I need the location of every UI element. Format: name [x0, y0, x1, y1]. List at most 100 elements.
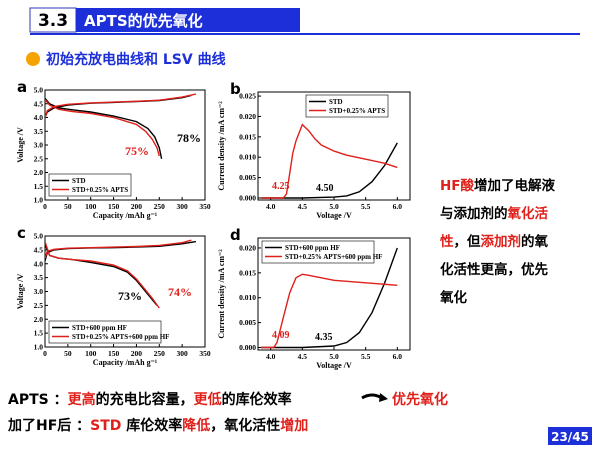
- text-segment: 添加剂: [480, 234, 522, 250]
- text-segment: 的氧: [521, 234, 548, 250]
- legend-label: STD: [329, 98, 343, 106]
- summary-line: 加了HF后 ：STD 库伦效率降低，氧化活性增加: [8, 415, 308, 435]
- text-segment: ，但: [453, 234, 481, 250]
- text-segment: APTS ：: [8, 392, 68, 408]
- panel-letter: c: [17, 224, 26, 242]
- text-segment: 的充电比容量，: [95, 392, 194, 408]
- y-tick-label: 0.005: [239, 318, 256, 327]
- y-tick-label: 0.020: [239, 112, 256, 121]
- y-tick-label: 3.5: [34, 273, 44, 282]
- y-tick-label: 3.0: [34, 141, 44, 150]
- x-tick-label: 350: [199, 202, 211, 211]
- series-line: [45, 239, 192, 309]
- x-tick-label: 0: [43, 202, 47, 211]
- y-axis-label: Voltage /V: [16, 127, 25, 163]
- annotation: 78%: [177, 131, 201, 145]
- y-tick-label: 0.015: [239, 132, 256, 141]
- y-tick-label: 4.0: [34, 113, 44, 122]
- x-axis-label: Voltage /V: [316, 361, 352, 370]
- x-tick-label: 350: [199, 349, 211, 358]
- x-tick-label: 4.0: [266, 352, 276, 361]
- legend-label: STD: [72, 177, 86, 185]
- x-tick-label: 100: [85, 349, 97, 358]
- text-segment: 增加: [280, 418, 309, 434]
- y-tick-label: 1.0: [34, 196, 44, 205]
- note-line: 氧化: [440, 286, 467, 306]
- note-line: 与添加剂的氧化活: [440, 202, 548, 222]
- text-segment: 增加了电解液: [474, 178, 556, 194]
- x-tick-label: 5.5: [361, 202, 371, 211]
- y-tick-label: 2.0: [34, 168, 44, 177]
- y-tick-label: 0.005: [239, 173, 256, 182]
- bullet: [26, 52, 40, 66]
- y-tick-label: 4.0: [34, 259, 44, 268]
- y-tick-label: 1.5: [34, 329, 44, 338]
- text-segment: STD: [90, 418, 122, 434]
- panel-letter: d: [230, 226, 241, 244]
- legend-label: STD+0.25% APTS+600 ppm HF: [72, 333, 169, 341]
- page-number: 23/45: [551, 430, 589, 444]
- x-tick-label: 4.5: [298, 352, 308, 361]
- text-segment: 加了HF后 ：: [8, 418, 91, 434]
- summary-line: APTS ：更高的充电比容量，更低的库伦效率: [8, 389, 292, 409]
- panel-letter: b: [230, 80, 241, 98]
- annotation: 4.35: [315, 332, 333, 343]
- x-tick-label: 50: [64, 202, 72, 211]
- annotation: 74%: [168, 285, 192, 299]
- x-tick-label: 0: [43, 349, 47, 358]
- subtitle: 初始充放电曲线和 LSV 曲线: [46, 51, 226, 68]
- x-tick-label: 50: [64, 349, 72, 358]
- slide-title: APTS的优先氧化: [84, 12, 203, 30]
- x-tick-label: 4.0: [266, 202, 276, 211]
- annotation: 73%: [118, 289, 142, 303]
- legend-box: [48, 173, 132, 197]
- annotation: 4.50: [316, 183, 334, 194]
- y-tick-label: 0.000: [239, 193, 256, 202]
- x-axis-label: Voltage /V: [316, 211, 352, 220]
- text-segment: 更低: [193, 392, 222, 408]
- y-tick-label: 1.5: [34, 182, 44, 191]
- y-tick-label: 5.0: [34, 86, 44, 95]
- x-tick-label: 150: [108, 349, 120, 358]
- y-tick-label: 0.015: [239, 268, 256, 277]
- x-axis-label: Capacity /mAh g⁻¹: [93, 358, 158, 367]
- y-tick-label: 0.010: [239, 153, 256, 162]
- text-segment: 氧化活: [507, 206, 549, 222]
- x-tick-label: 200: [131, 349, 143, 358]
- text-segment: 氧化: [440, 290, 467, 306]
- y-tick-label: 2.0: [34, 315, 44, 324]
- section-box: [29, 7, 77, 33]
- section-number: 3.3: [38, 11, 68, 31]
- x-tick-label: 150: [108, 202, 120, 211]
- y-axis-label: Voltage /V: [16, 274, 25, 310]
- y-tick-label: 2.5: [34, 301, 44, 310]
- series-line: [261, 123, 398, 199]
- y-tick-label: 2.5: [34, 154, 44, 163]
- text-segment: 与添加剂的: [440, 206, 508, 222]
- text-segment: 化活性更高，优先: [440, 262, 548, 278]
- annotation: 75%: [125, 144, 149, 158]
- note-line: 性，但添加剂的氧: [440, 230, 548, 250]
- note-line: HF酸增加了电解液: [440, 174, 555, 194]
- annotation: 4.25: [272, 181, 290, 192]
- arrow: [361, 393, 383, 400]
- title-bar: [76, 8, 300, 32]
- text-segment: 性: [440, 234, 454, 250]
- series-line: [261, 247, 398, 349]
- text-segment: HF酸: [440, 178, 475, 194]
- legend-box: [305, 94, 389, 118]
- x-tick-label: 4.5: [298, 202, 308, 211]
- y-tick-label: 5.0: [34, 232, 44, 241]
- legend-label: STD+600 ppm HF: [72, 324, 127, 332]
- legend-label: STD+0.25% APTS: [329, 107, 385, 115]
- y-tick-label: 0.020: [239, 243, 256, 252]
- x-tick-label: 300: [177, 349, 189, 358]
- text-segment: 库伦效率: [121, 418, 183, 434]
- text-segment: 降低: [182, 418, 211, 434]
- y-axis-label: Current density /mA cm⁻²: [217, 249, 226, 339]
- arrow-head: [379, 393, 388, 402]
- y-tick-label: 0.010: [239, 293, 256, 302]
- x-tick-label: 5.0: [329, 352, 339, 361]
